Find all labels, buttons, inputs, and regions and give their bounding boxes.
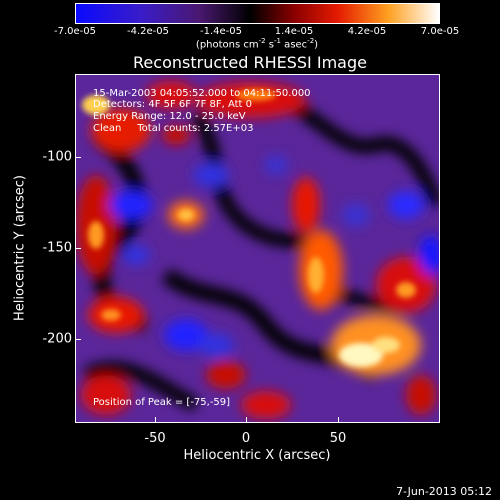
x-tick-label: -50: [144, 431, 166, 446]
colorbar-gradient: [76, 4, 439, 23]
image-title: Reconstructed RHESSI Image: [133, 53, 367, 72]
colorbar-units: (photons cm-2 s-1 asec-2): [195, 37, 319, 51]
peak-position: Position of Peak = [-75,-59]: [93, 397, 231, 408]
rhessi-image-canvas: [76, 75, 439, 422]
energy-range-info: Energy Range: 12.0 - 25.0 keV: [93, 111, 246, 122]
colorbar-tick-label: 4.2e-05: [347, 26, 387, 37]
y-tick-label: -150: [42, 240, 72, 256]
y-axis-label: Heliocentric Y (arcsec): [12, 175, 28, 321]
clean-total-counts: Clean Total counts: 2.57E+03: [93, 123, 254, 134]
y-tick-mark: [75, 157, 81, 158]
x-tick-mark: [246, 417, 247, 423]
colorbar-tick-label: 1.4e-05: [274, 26, 314, 37]
rhessi-image: [75, 74, 440, 423]
x-tick-mark: [338, 417, 339, 423]
x-tick-label: 0: [241, 431, 251, 446]
colorbar-tick-label: -1.4e-05: [200, 26, 242, 37]
y-tick-mark: [75, 248, 81, 249]
colorbar-tick-label: -7.0e-05: [54, 26, 96, 37]
observation-time-range: 15-Mar-2003 04:05:52.000 to 04:11:50.000: [93, 88, 311, 99]
timestamp-footer: 7-Jun-2013 05:12: [396, 485, 492, 498]
y-tick-label: -100: [42, 149, 72, 165]
x-tick-label: 50: [329, 431, 347, 446]
x-tick-mark: [155, 417, 156, 423]
y-tick-mark: [75, 339, 81, 340]
colorbar-tick-label: 7.0e-05: [420, 26, 460, 37]
y-tick-label: -200: [42, 331, 72, 347]
x-axis-label: Heliocentric X (arcsec): [183, 448, 331, 463]
detectors-info: Detectors: 4F 5F 6F 7F 8F, Att 0: [93, 99, 253, 110]
colorbar: [75, 3, 440, 24]
colorbar-tick-label: -4.2e-05: [127, 26, 169, 37]
